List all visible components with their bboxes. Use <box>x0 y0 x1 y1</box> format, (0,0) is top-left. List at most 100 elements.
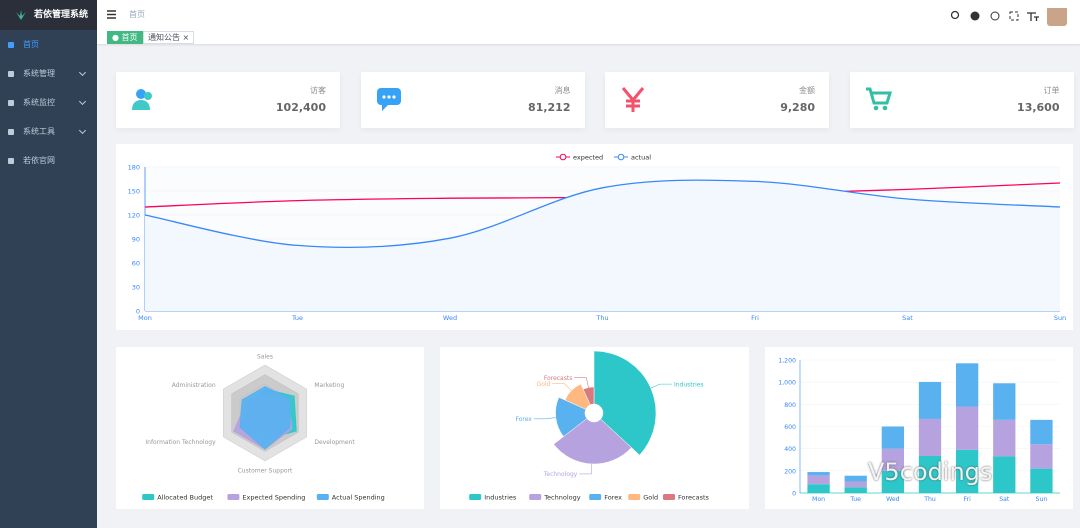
y-tick-label: 180 <box>128 164 140 172</box>
bar-segment <box>1030 444 1053 469</box>
bar-chart: 0 200 400 600 800 1,000 1,200 Mon Tue Wed Thu Fri Sa… <box>778 358 1060 503</box>
x-tick-label: Sun <box>1054 314 1066 322</box>
tag-active[interactable]: ● 首页 <box>107 31 143 44</box>
pie-chart: IndustriesTechnologyForexGoldForecastsIn… <box>469 350 710 502</box>
line-panel: 0 30 60 90 120 150 180 Mon Tue Wed Thu Fri Sat Sun exp… <box>116 144 1073 330</box>
radar-indicator: Customer Support <box>238 468 293 475</box>
size-icon[interactable] <box>1027 12 1039 21</box>
menu-icon <box>8 100 14 106</box>
bar-segment <box>844 481 867 488</box>
fullscreen-icon[interactable] <box>1009 11 1019 21</box>
y-tick-label: 600 <box>784 424 796 431</box>
logo[interactable]: 若依管理系统 <box>0 0 97 30</box>
legend-swatch <box>142 494 155 500</box>
menu-icon <box>8 129 14 135</box>
bar-segment <box>807 484 830 493</box>
rose-sector <box>593 350 657 456</box>
x-tick-label: Fri <box>751 314 759 322</box>
legend-swatch <box>316 494 329 500</box>
legend-marker <box>617 153 625 161</box>
menu-item[interactable]: 系统管理 <box>0 60 97 88</box>
bar-segment <box>993 383 1016 420</box>
rose-sector <box>553 418 632 465</box>
menu-text: 系统工具 <box>23 127 55 136</box>
bar-segment <box>844 475 867 482</box>
logo-icon <box>16 10 26 20</box>
bar-segment <box>993 419 1016 457</box>
tags-view: ● 首页 通知公告 × <box>97 30 1080 44</box>
search-icon[interactable] <box>950 10 960 20</box>
x-tick-label: Sat <box>902 314 913 322</box>
sidebar: 若依管理系统 首页系统管理系统监控系统工具若依官网 <box>0 0 97 528</box>
rose-hole <box>586 405 602 421</box>
card-icon <box>865 87 892 111</box>
slice-label: Forecasts <box>544 375 573 382</box>
slice-label: Gold <box>537 381 551 388</box>
x-tick-label: Wed <box>886 496 900 503</box>
y-tick-label: 1,200 <box>778 358 796 365</box>
stat-card[interactable]: 消息 81,212 <box>360 72 585 128</box>
avatar[interactable] <box>1047 8 1067 26</box>
legend-marker <box>559 153 567 161</box>
card-label: 金额 <box>799 86 815 95</box>
help-icon[interactable] <box>990 11 1000 21</box>
y-tick-label: 200 <box>784 468 796 475</box>
hamburger[interactable] <box>107 10 117 20</box>
x-tick-label: Wed <box>443 314 457 322</box>
y-tick-label: 1,000 <box>778 380 796 387</box>
bar-segment <box>844 487 867 493</box>
menu-arrow <box>78 97 87 106</box>
legend-label: Allocated Budget <box>157 494 213 502</box>
card-icon <box>376 88 401 111</box>
card-value: 102,400 <box>275 101 326 114</box>
y-tick-label: 90 <box>132 236 140 244</box>
menu-icon <box>8 158 14 164</box>
menu-item[interactable]: 若依官网 <box>0 147 97 175</box>
y-tick-label: 60 <box>132 260 140 268</box>
bar-segment <box>807 472 830 476</box>
slice-label: Forex <box>515 416 532 423</box>
card-icon <box>132 89 152 110</box>
label-line <box>579 463 593 475</box>
slice-label: Technology <box>543 471 578 478</box>
menu-item[interactable]: 首页 <box>0 31 97 59</box>
bar-segment <box>956 449 979 493</box>
menu-icon <box>8 42 14 48</box>
legend-swatch <box>227 494 240 500</box>
legend-label: Actual Spending <box>332 494 385 502</box>
stat-card[interactable]: 订单 13,600 <box>849 72 1074 128</box>
menu-item[interactable]: 系统工具 <box>0 118 97 146</box>
tag[interactable]: 通知公告 × <box>143 31 195 44</box>
bar-segment <box>956 363 979 407</box>
stat-card[interactable]: 访客 102,400 <box>116 72 340 128</box>
x-tick-label: Fri <box>963 496 971 503</box>
menu-item[interactable]: 系统监控 <box>0 89 97 117</box>
pie-panel: Industries Technology Forex Gold Forecasts In… <box>440 347 749 509</box>
x-tick-label: Mon <box>812 496 825 503</box>
menu-text: 系统监控 <box>23 98 55 107</box>
radar-panel: Sales Administration Information Technolog… <box>116 347 424 509</box>
breadcrumb[interactable]: 首页 <box>129 10 145 19</box>
menu-icon <box>8 71 14 77</box>
line <box>144 179 1061 249</box>
x-tick-label: Thu <box>595 314 608 322</box>
card-label: 消息 <box>554 86 571 95</box>
rose-sector <box>555 396 588 437</box>
radar-indicator: Development <box>314 439 355 446</box>
radar-chart: Sales Administration Information Technolog… <box>142 354 385 502</box>
radar-indicator: Marketing <box>314 382 344 389</box>
tag-text: 通知公告 <box>148 33 180 42</box>
y-tick-label: 30 <box>132 284 140 292</box>
x-tick-label: Thu <box>923 496 936 503</box>
x-tick-label: Sat <box>999 496 1010 503</box>
bar-segment <box>918 381 942 419</box>
radar-indicator: Information Technology <box>145 439 216 446</box>
y-tick-label: 0 <box>136 308 140 316</box>
x-tick-label: Tue <box>849 496 861 503</box>
github-icon[interactable] <box>970 11 980 21</box>
bar-segment <box>918 455 942 493</box>
stat-card[interactable]: 金额 9,280 <box>605 72 829 128</box>
menu-text: 系统管理 <box>23 69 55 78</box>
legend-swatch <box>663 494 675 500</box>
